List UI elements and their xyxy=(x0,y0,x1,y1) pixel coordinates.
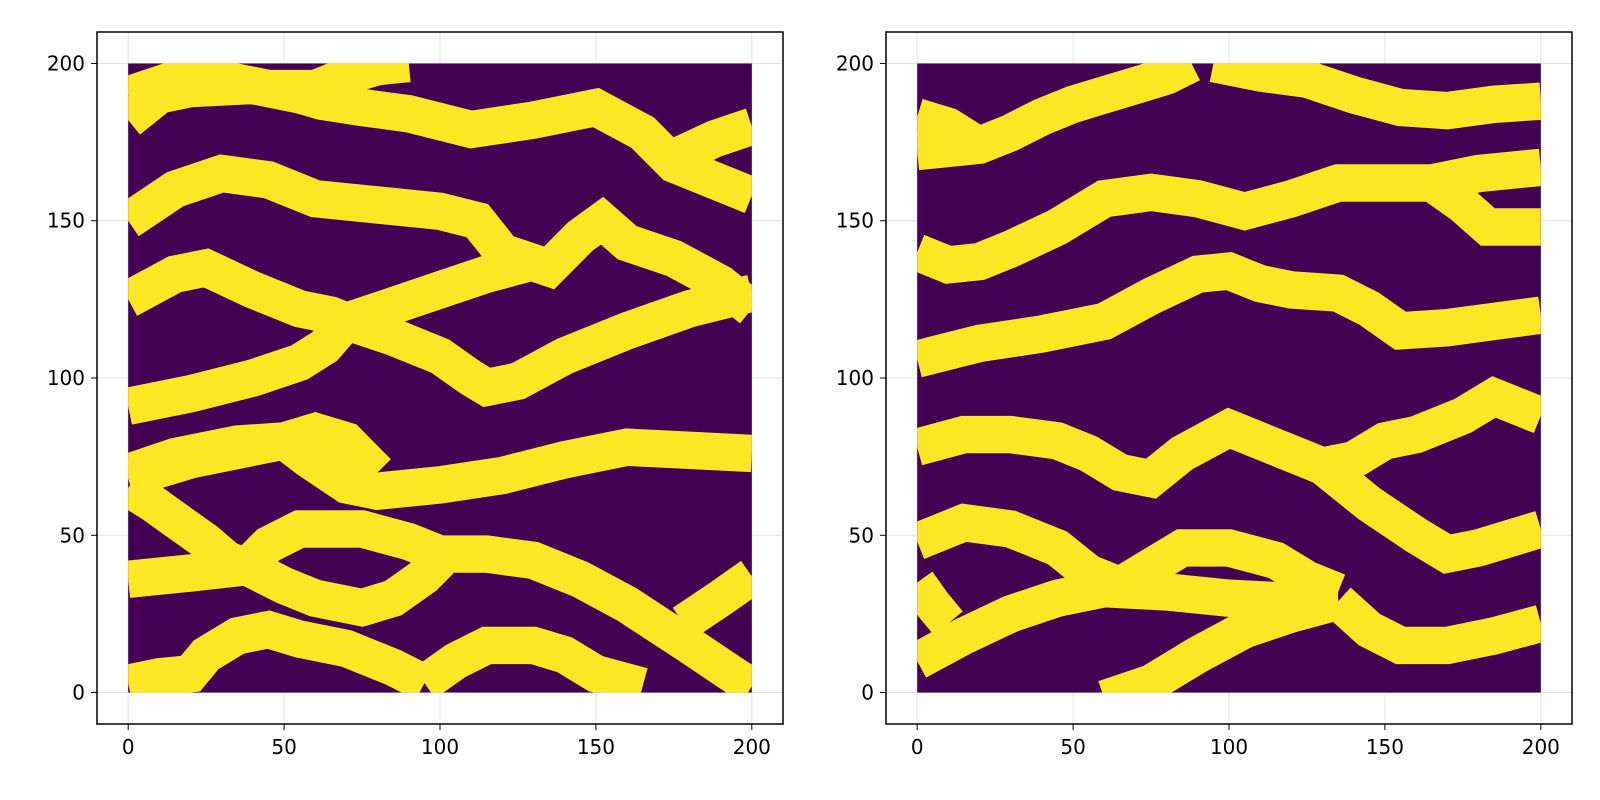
x-tick-label: 200 xyxy=(733,735,771,759)
heatmap-channel xyxy=(917,571,963,636)
y-tick-label: 0 xyxy=(861,681,874,705)
heatmap-channel xyxy=(1310,451,1541,574)
y-tick-label: 100 xyxy=(836,366,874,390)
heatmap-channel xyxy=(917,252,1541,378)
y-tick-label: 0 xyxy=(72,681,85,705)
y-tick-label: 50 xyxy=(60,523,85,547)
y-tick-label: 200 xyxy=(836,51,874,75)
heatmap-channel xyxy=(128,243,539,425)
heatmap-channel xyxy=(917,148,1541,284)
heatmap-channel xyxy=(1110,529,1346,610)
x-tick-label: 0 xyxy=(911,735,924,759)
heatmap-panel-1: 0 50 100 150 200 0 50 100 150 200 xyxy=(47,31,784,759)
heatmap-channel xyxy=(128,154,752,324)
heatmap-channel xyxy=(128,248,752,408)
heatmap-channel xyxy=(238,547,454,627)
heatmap-channel xyxy=(917,376,1541,499)
x-tick-label: 150 xyxy=(1366,735,1404,759)
x-tick-label: 50 xyxy=(1060,735,1085,759)
y-tick-label: 150 xyxy=(836,209,874,233)
panels-layer: 0 50 100 150 200 0 50 100 150 200 0 50 100 150 200 0 50 1… xyxy=(47,31,1573,759)
y-tick-label: 50 xyxy=(849,523,874,547)
heatmap-channels xyxy=(917,63,1541,693)
heatmap-channel xyxy=(672,560,752,639)
x-tick-label: 100 xyxy=(1210,735,1248,759)
heatmap-channels xyxy=(128,63,752,693)
x-tick-label: 150 xyxy=(577,735,615,759)
x-tick-label: 200 xyxy=(1522,735,1560,759)
heatmap-panel-2: 0 50 100 150 200 0 50 100 150 200 xyxy=(836,31,1573,759)
x-tick-label: 100 xyxy=(421,735,459,759)
heatmap-channel xyxy=(1209,63,1541,130)
heatmap-channel xyxy=(128,420,752,511)
heatmap-channel xyxy=(413,626,648,693)
x-tick-label: 0 xyxy=(122,735,135,759)
heatmap-channel xyxy=(917,569,1339,678)
y-tick-label: 200 xyxy=(47,51,85,75)
heatmap-channel xyxy=(128,610,433,693)
heatmap-channel xyxy=(665,108,752,175)
y-tick-label: 100 xyxy=(47,366,85,390)
heatmap-channel xyxy=(1420,167,1541,246)
heatmap-channel xyxy=(1098,583,1343,693)
heatmap-channel xyxy=(128,66,752,213)
heatmap-channel xyxy=(1325,587,1541,665)
x-tick-label: 50 xyxy=(271,735,296,759)
heatmap-channel xyxy=(917,99,984,158)
axis-ticks: 0 50 100 150 200 0 50 100 150 200 xyxy=(47,51,771,759)
axis-ticks: 0 50 100 150 200 0 50 100 150 200 xyxy=(836,51,1560,759)
y-tick-label: 150 xyxy=(47,209,85,233)
